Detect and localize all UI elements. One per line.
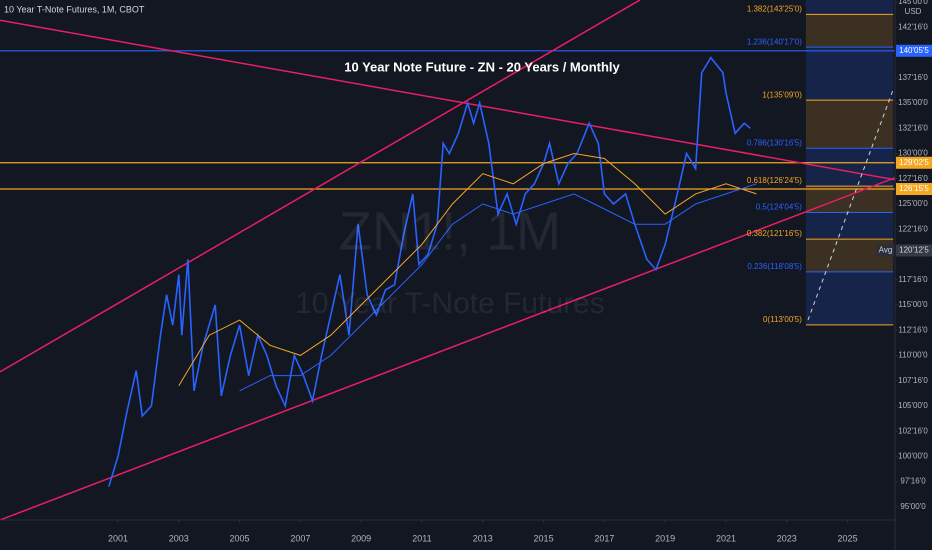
plot-area (0, 0, 895, 520)
watermark-name: 10 Year T-Note Futures (295, 287, 605, 320)
price-tag-label: 129'02'5 (899, 158, 929, 167)
price-line (239, 183, 757, 392)
currency: USD (905, 7, 922, 16)
y-tick-label: 117'16'0 (898, 275, 928, 284)
y-tick-label: 107'16'0 (898, 376, 928, 385)
fib-zone (805, 100, 894, 149)
x-tick-label: 2005 (230, 533, 250, 543)
x-tick-label: 2023 (777, 533, 797, 543)
y-tick-label: 145'00'0 (898, 0, 928, 6)
y-tick-label: 130'00'0 (898, 149, 928, 158)
y-tick-label: 142'16'0 (898, 22, 928, 31)
y-tick-label: 127'16'0 (898, 174, 928, 183)
header: 10 Year T-Note Futures, 1M, CBOT (4, 4, 145, 14)
price-tag (896, 156, 932, 169)
x-tick-label: 2001 (108, 533, 128, 543)
y-tick-label: 135'00'0 (898, 98, 928, 107)
last-price-label: 120'12'5 (899, 246, 929, 255)
price-line (108, 56, 751, 487)
fib-zone (805, 186, 894, 213)
x-tick-label: 2019 (655, 533, 675, 543)
y-tick-label: 115'00'0 (898, 300, 928, 309)
last-price-tag (896, 244, 932, 257)
projection (807, 89, 894, 321)
x-tick-label: 2009 (351, 533, 371, 543)
fib-label: 0.382(121'16'5) (747, 229, 802, 238)
trendline (0, 177, 895, 520)
fib-label: 0.786(130'16'5) (747, 138, 802, 147)
fib-label: 1.382(143'25'0) (747, 4, 802, 13)
fib-label: 0.5(124'04'5) (756, 203, 803, 212)
fib-zone (805, 0, 894, 15)
price-tag (896, 183, 932, 196)
trendline (0, 0, 641, 373)
fib-label: 0.236(118'08'5) (747, 262, 802, 271)
fib-label: 1.236(140'17'0) (747, 37, 802, 46)
x-tick-label: 2013 (473, 533, 493, 543)
y-tick-label: 112'16'0 (898, 325, 928, 334)
x-tick-label: 2021 (716, 533, 736, 543)
y-tick-label: 97'16'0 (900, 477, 926, 486)
fib-label: 0(113'00'5) (763, 315, 802, 324)
fib-zone (805, 148, 894, 187)
avg-tag-label: Avg (879, 246, 893, 255)
x-tick-label: 2015 (534, 533, 554, 543)
price-tag-label: 140'05'5 (899, 46, 929, 55)
x-tick-label: 2007 (290, 533, 310, 543)
fib-zone (805, 271, 894, 325)
y-tick-label: 100'00'0 (898, 451, 928, 460)
x-tick-label: 2017 (594, 533, 614, 543)
price-tag-label: 126'15'5 (899, 184, 929, 193)
x-tick-label: 2011 (412, 533, 431, 543)
y-tick-label: 110'00'0 (898, 351, 928, 360)
trendline (0, 19, 895, 181)
fib-zone (805, 212, 894, 240)
x-tick-label: 2003 (169, 533, 189, 543)
price-tag (896, 44, 932, 57)
fib-label: 1(135'09'0) (762, 90, 802, 99)
y-tick-label: 95'00'0 (900, 502, 926, 511)
fib-zone (805, 47, 894, 101)
x-tick-label: 2025 (838, 533, 858, 543)
y-tick-label: 132'16'0 (898, 123, 928, 132)
avg-tag (877, 244, 894, 257)
chart-title: 10 Year Note Future - ZN - 20 Years / Mo… (344, 59, 620, 74)
y-tick-label: 125'00'0 (898, 199, 928, 208)
price-line (178, 152, 757, 386)
y-tick-label: 102'16'0 (898, 426, 928, 435)
y-tick-label: 137'16'0 (898, 73, 928, 82)
y-tick-label: 105'00'0 (898, 401, 928, 410)
watermark-symbol: ZN1!, 1M (339, 201, 561, 261)
fib-zone (805, 14, 894, 48)
fib-label: 0.618(126'24'5) (747, 176, 802, 185)
y-tick-label: 122'16'0 (898, 224, 928, 233)
